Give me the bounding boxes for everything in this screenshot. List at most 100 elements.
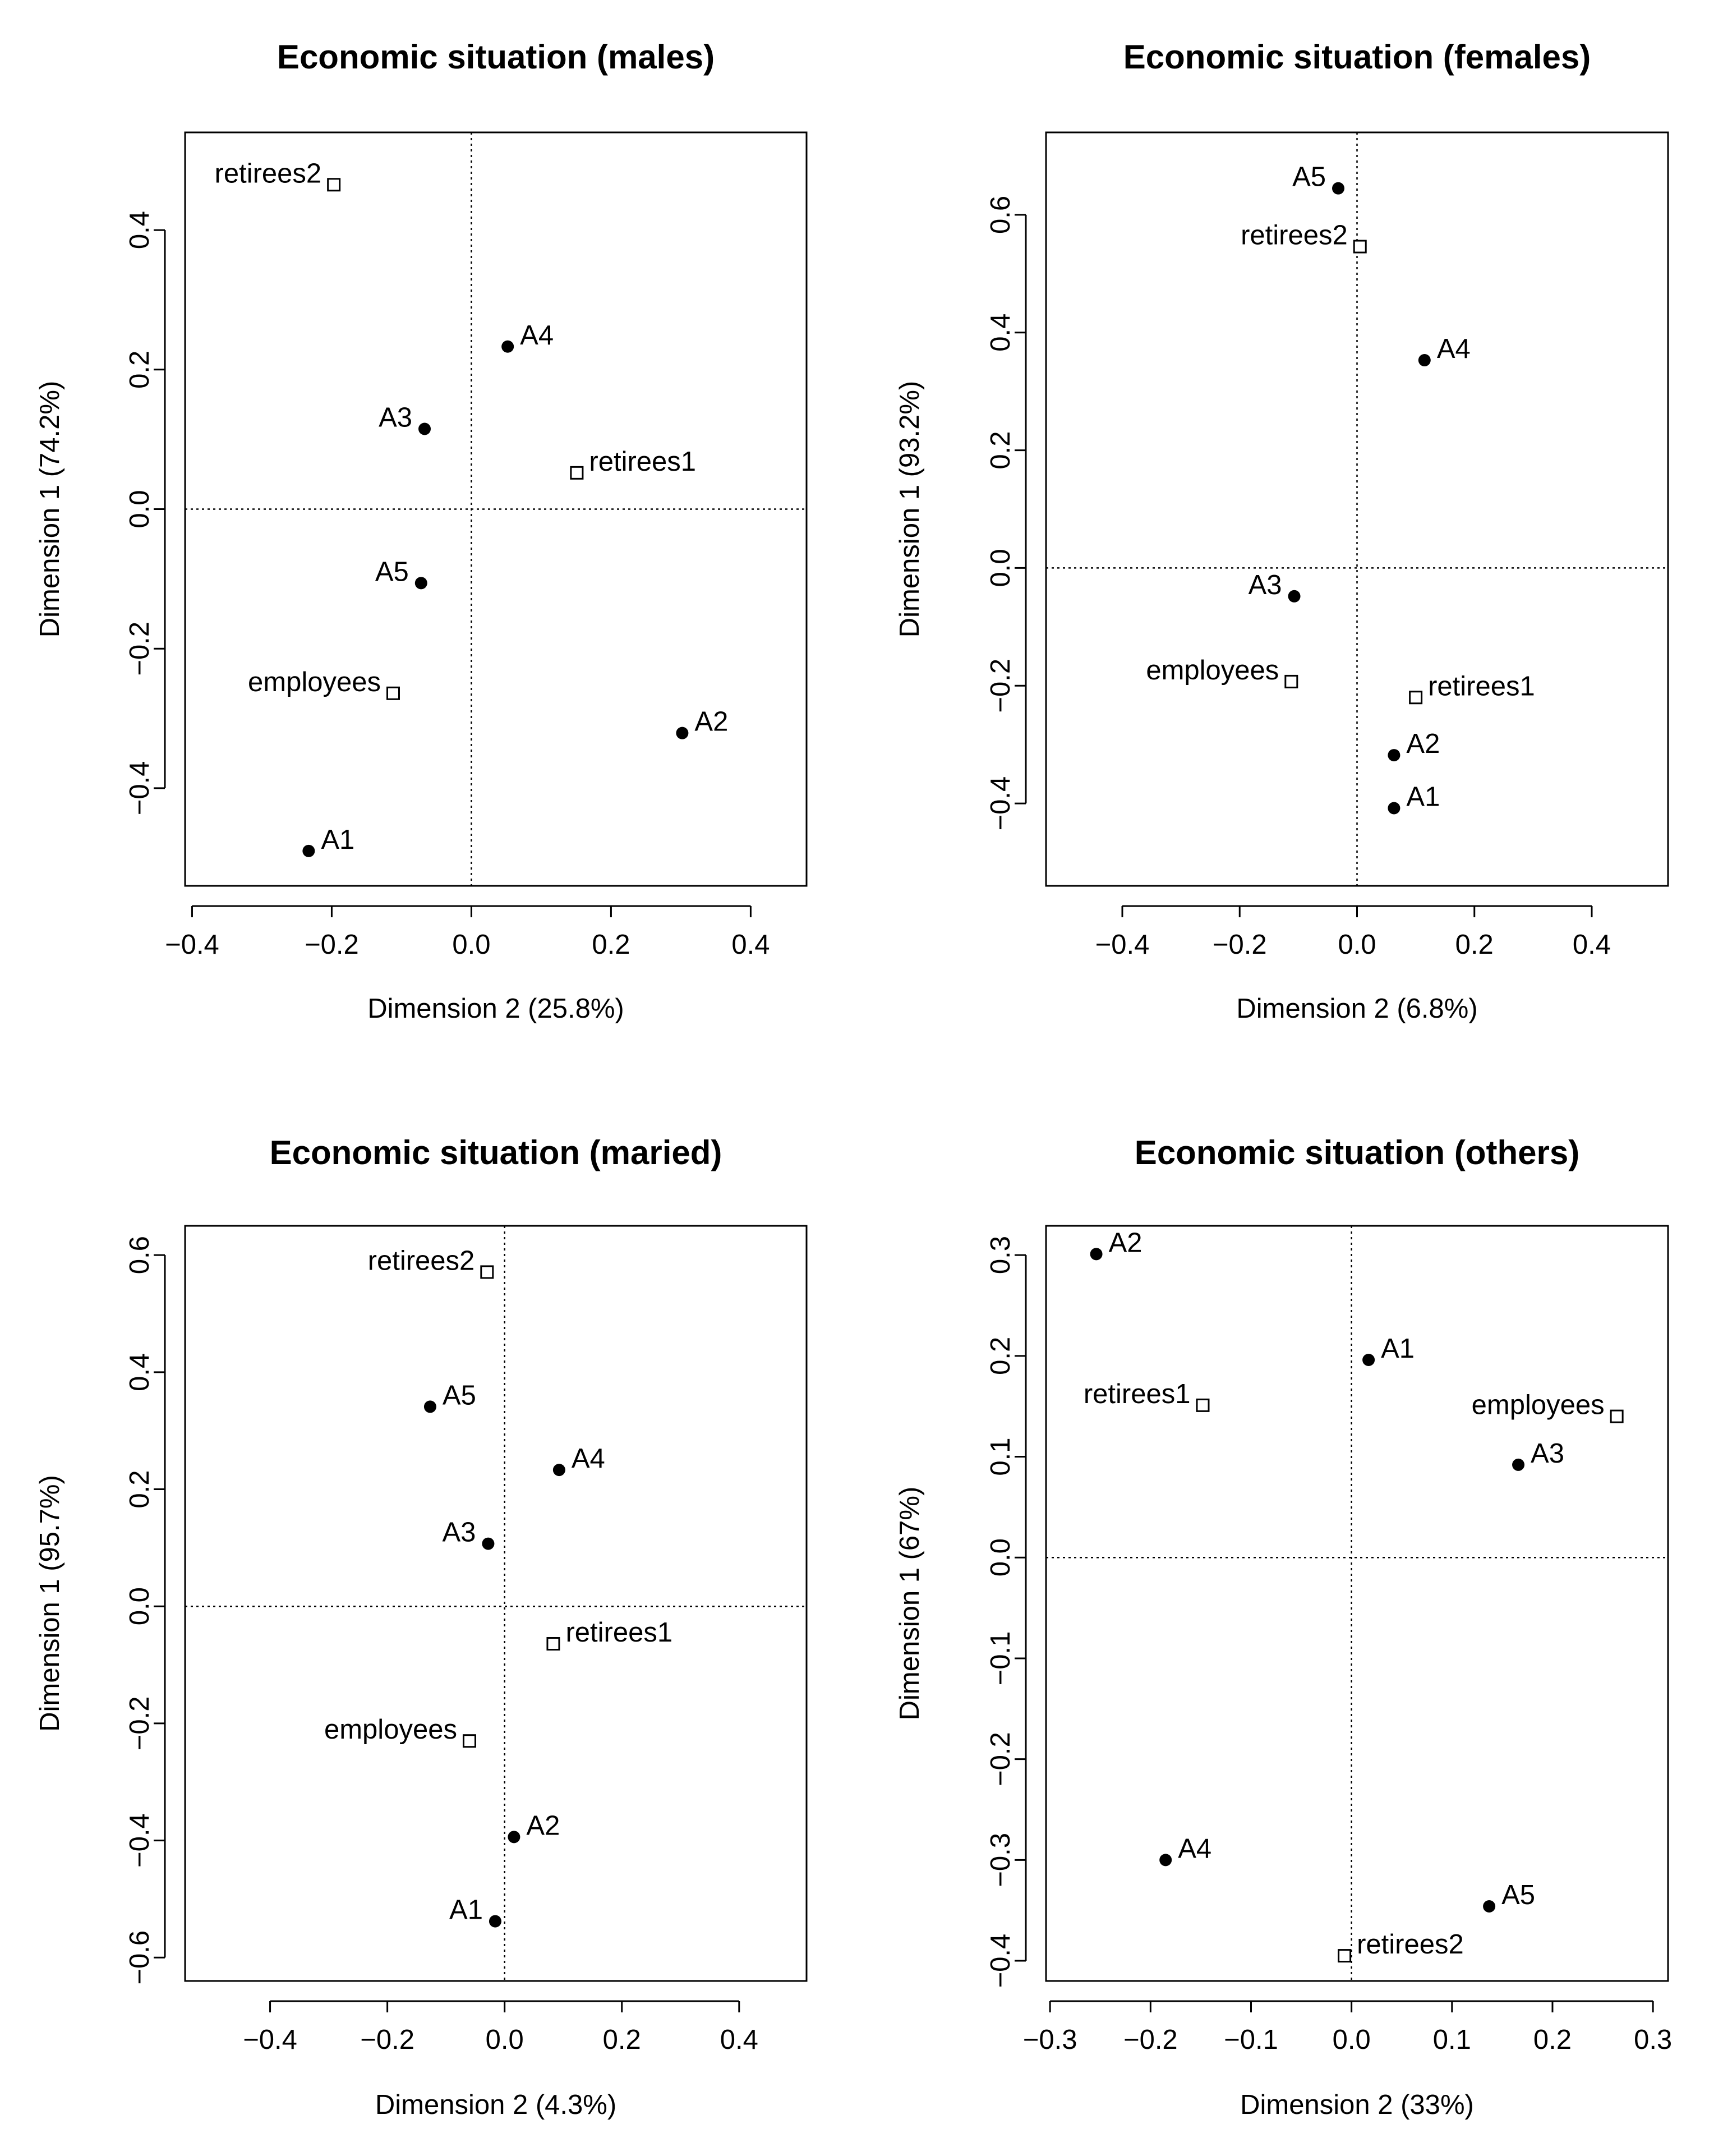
y-tick-label: 0.0 <box>985 1538 1016 1576</box>
y-tick-label: −0.3 <box>985 1833 1016 1887</box>
x-tick-label: 0.0 <box>452 930 490 960</box>
point-marker-a1 <box>1362 1354 1375 1367</box>
x-tick-label: 0.4 <box>1573 930 1611 960</box>
point-marker-retirees1 <box>546 1636 560 1651</box>
point-marker-employees <box>386 686 400 700</box>
y-tick-label: 0.2 <box>125 351 155 389</box>
x-axis-label: Dimension 2 (33%) <box>1240 2090 1474 2120</box>
x-tick-label: 0.4 <box>720 2025 758 2055</box>
point-label-a3: A3 <box>1249 570 1282 600</box>
point-label-employees: employees <box>324 1714 457 1745</box>
point-marker-a4 <box>501 340 514 353</box>
point-label-employees: employees <box>248 667 381 697</box>
y-tick-label: 0.0 <box>125 1587 155 1625</box>
point-label-retirees2: retirees2 <box>1241 220 1348 251</box>
y-axis-label: Dimension 1 (95.7%) <box>35 1475 65 1732</box>
point-marker-a1 <box>1388 802 1400 815</box>
chart-title: Economic situation (males) <box>277 38 715 76</box>
x-axis-label: Dimension 2 (25.8%) <box>367 994 624 1024</box>
x-tick-label: 0.4 <box>731 930 770 960</box>
chart-panel-2: −0.4 −0.2 0.0 0.2 0.4 −0.4 −0.2 0.0 0.2 0.4 0.6 Eco… <box>895 38 1669 1024</box>
point-marker-a3 <box>1512 1458 1525 1471</box>
point-marker-a5 <box>1332 182 1345 195</box>
point-marker-retirees2 <box>1338 1949 1352 1963</box>
plot-frame <box>1045 1225 1669 1982</box>
y-tick-label: 0.0 <box>985 549 1016 587</box>
y-axis-label: Dimension 1 (74.2%) <box>35 381 65 638</box>
point-marker-employees <box>1284 674 1298 688</box>
point-marker-a2 <box>676 727 689 739</box>
y-tick-label: 0.6 <box>125 1236 155 1274</box>
y-tick-label: 0.4 <box>985 314 1016 352</box>
point-label-a4: A4 <box>572 1444 605 1474</box>
x-tick-label: 0.1 <box>1433 2025 1471 2055</box>
x-tick-label: −0.4 <box>165 930 219 960</box>
point-marker-retirees1 <box>1409 691 1423 705</box>
chart-panel-4: −0.3 −0.2 −0.1 0.0 0.1 0.2 0.3 −0.4 −0.3 −0.2 −0.1… <box>895 1134 1672 2120</box>
y-tick-label: 0.2 <box>125 1470 155 1508</box>
point-label-retirees2: retirees2 <box>215 158 322 189</box>
point-marker-employees <box>1610 1409 1624 1423</box>
x-tick-label: 0.2 <box>1533 2025 1572 2055</box>
point-label-retirees2: retirees2 <box>1357 1929 1464 1960</box>
chart-panel-3: −0.4 −0.2 0.0 0.2 0.4 −0.6 −0.4 −0.2 0.0 0.2 0.4 0.… <box>35 1134 808 2120</box>
chart-panel-1: −0.4 −0.2 0.0 0.2 0.4 −0.4 −0.2 0.0 0.2 0.4 Econom… <box>35 38 808 1024</box>
point-label-a2: A2 <box>1406 729 1440 759</box>
point-label-retirees1: retirees1 <box>565 1617 672 1648</box>
point-label-a3: A3 <box>442 1518 476 1548</box>
y-tick-label: −0.1 <box>985 1631 1016 1686</box>
x-tick-label: 0.0 <box>1338 930 1376 960</box>
y-tick-label: 0.0 <box>125 490 155 528</box>
y-tick-label: 0.2 <box>985 431 1016 470</box>
x-tick-label: −0.2 <box>1123 2025 1178 2055</box>
x-tick-label: −0.2 <box>360 2025 414 2055</box>
point-marker-a4 <box>1418 354 1431 367</box>
point-marker-a5 <box>1483 1900 1496 1913</box>
x-axis-label: Dimension 2 (4.3%) <box>375 2090 616 2120</box>
point-label-a5: A5 <box>375 557 409 587</box>
x-tick-label: 0.3 <box>1634 2025 1672 2055</box>
chart-title: Economic situation (maried) <box>270 1134 722 1171</box>
point-label-a2: A2 <box>526 1810 560 1841</box>
point-label-a1: A1 <box>1406 782 1440 812</box>
point-label-a4: A4 <box>520 320 554 351</box>
y-axis-label: Dimension 1 (67%) <box>895 1487 925 1721</box>
chart-title: Economic situation (females) <box>1123 38 1591 76</box>
x-tick-label: −0.4 <box>1095 930 1150 960</box>
y-tick-label: −0.2 <box>125 1697 155 1751</box>
point-marker-a4 <box>1159 1854 1172 1867</box>
x-tick-label: 0.0 <box>486 2025 524 2055</box>
point-marker-retirees1 <box>570 466 584 480</box>
point-label-a5: A5 <box>1501 1880 1535 1910</box>
y-tick-label: −0.4 <box>985 1934 1016 1988</box>
point-marker-a4 <box>552 1464 565 1477</box>
y-tick-label: 0.3 <box>985 1236 1016 1274</box>
x-axis-label: Dimension 2 (6.8%) <box>1236 994 1477 1024</box>
point-label-a3: A3 <box>1531 1438 1564 1469</box>
y-tick-label: −0.2 <box>985 659 1016 713</box>
point-marker-retirees2 <box>480 1265 494 1279</box>
point-marker-retirees2 <box>1353 240 1367 254</box>
point-label-retirees1: retirees1 <box>1084 1379 1191 1409</box>
point-marker-a2 <box>1090 1248 1103 1261</box>
point-label-a4: A4 <box>1178 1833 1211 1864</box>
x-tick-label: −0.2 <box>1213 930 1267 960</box>
x-tick-label: 0.0 <box>1333 2025 1371 2055</box>
point-marker-retirees2 <box>327 178 341 192</box>
y-tick-label: 0.4 <box>125 1353 155 1391</box>
point-label-a1: A1 <box>321 825 354 855</box>
point-marker-a5 <box>423 1400 436 1413</box>
point-marker-a3 <box>1288 590 1301 603</box>
point-label-retirees1: retirees1 <box>589 447 696 477</box>
x-tick-label: −0.2 <box>305 930 359 960</box>
x-tick-label: −0.3 <box>1023 2025 1077 2055</box>
x-tick-label: 0.2 <box>592 930 630 960</box>
point-label-a1: A1 <box>1381 1334 1415 1364</box>
point-label-a1: A1 <box>449 1895 483 1925</box>
point-label-a4: A4 <box>1437 334 1471 364</box>
point-label-retirees1: retirees1 <box>1428 671 1535 701</box>
y-tick-label: 0.4 <box>125 211 155 249</box>
point-marker-employees <box>462 1734 476 1748</box>
point-marker-a3 <box>418 422 431 435</box>
y-tick-label: −0.2 <box>985 1732 1016 1786</box>
